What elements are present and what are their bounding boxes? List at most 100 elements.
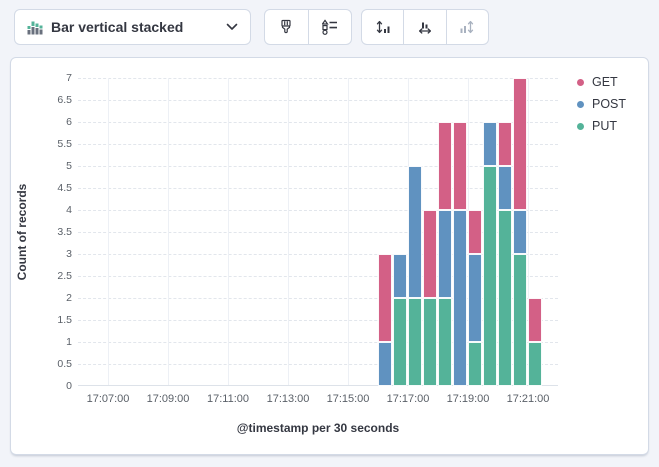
style-button-group: [264, 9, 352, 45]
legend-dot-get: [577, 78, 584, 86]
bar-segment-get-17:16:00[interactable]: [378, 254, 392, 342]
h-gridline: [78, 100, 558, 101]
left-axis-icon: [375, 19, 391, 35]
right-axis-icon: [459, 19, 475, 35]
bar-segment-get-17:19:00[interactable]: [468, 210, 482, 254]
h-gridline: [78, 166, 558, 167]
bar-segment-put-17:20:30[interactable]: [513, 254, 527, 386]
x-tick-label: 17:13:00: [266, 393, 310, 405]
h-gridline: [78, 276, 558, 277]
x-tick-label: 17:11:00: [206, 393, 249, 405]
bar-segment-get-17:17:30[interactable]: [423, 210, 437, 298]
y-tick-label: 6.5: [57, 94, 72, 106]
bar-segment-put-17:21:00[interactable]: [528, 342, 542, 386]
chart-type-label: Bar vertical stacked: [51, 19, 184, 35]
bar-segment-post-17:18:00[interactable]: [438, 210, 452, 298]
bottom-axis-icon: [417, 19, 433, 35]
chart-plot-area[interactable]: [78, 78, 558, 386]
legend-item-get[interactable]: GET: [577, 71, 626, 93]
x-tick-label: 17:17:00: [386, 393, 430, 405]
bar-segment-put-17:18:00[interactable]: [438, 298, 452, 386]
y-tick-label: 6: [66, 116, 72, 128]
bar-segment-get-17:18:30[interactable]: [453, 122, 467, 210]
bar-segment-get-17:21:00[interactable]: [528, 298, 542, 342]
visual-options-button[interactable]: [265, 10, 308, 44]
chart-toolbar: Bar vertical stacked: [0, 0, 659, 54]
v-gridline: [288, 78, 289, 386]
chart-type-selector[interactable]: Bar vertical stacked: [14, 9, 251, 45]
y-tick-label: 2: [66, 292, 72, 304]
y-axis-tick-labels: 0 0.5 1 1.5 2 2.5 3 3.5 4 4.5 5 5.5 6 6.5 7: [32, 0, 72, 467]
bar-segment-put-17:16:30[interactable]: [393, 298, 407, 386]
x-tick-label: 17:21:00: [506, 393, 550, 405]
bar-segment-put-17:19:00[interactable]: [468, 342, 482, 386]
bottom-axis-button[interactable]: [403, 10, 445, 44]
legend-item-put[interactable]: PUT: [577, 115, 626, 137]
x-tick-label: 17:19:00: [446, 393, 490, 405]
legend-label: GET: [592, 75, 618, 89]
bar-segment-post-17:20:00[interactable]: [498, 166, 512, 210]
x-axis-line: [78, 385, 558, 386]
x-axis-title: @timestamp per 30 seconds: [236, 421, 400, 435]
h-gridline: [78, 320, 558, 321]
bar-segment-put-17:17:00[interactable]: [408, 298, 422, 386]
h-gridline: [78, 144, 558, 145]
paintbrush-icon: [278, 19, 294, 35]
v-gridline: [528, 78, 529, 386]
legend-label: POST: [592, 97, 627, 111]
bar-segment-put-17:20:00[interactable]: [498, 210, 512, 386]
y-tick-label: 4.5: [57, 182, 72, 194]
legend-list-icon: [321, 19, 338, 35]
bar-segment-post-17:16:30[interactable]: [393, 254, 407, 298]
x-tick-label: 17:07:00: [86, 393, 130, 405]
h-gridline: [78, 188, 558, 189]
y-tick-label: 0: [66, 380, 72, 392]
v-gridline: [108, 78, 109, 386]
x-tick-label: 17:09:00: [146, 393, 190, 405]
h-gridline: [78, 364, 558, 365]
bar-segment-post-17:19:00[interactable]: [468, 254, 482, 342]
v-gridline: [348, 78, 349, 386]
x-tick-label: 17:15:00: [326, 393, 370, 405]
legend-dot-post: [577, 100, 584, 108]
y-tick-label: 0.5: [57, 358, 72, 370]
y-tick-label: 1: [66, 336, 72, 348]
bar-segment-post-17:18:30[interactable]: [453, 210, 467, 386]
chart-panel: [10, 57, 649, 455]
bar-vertical-stacked-icon: [27, 19, 43, 35]
h-gridline: [78, 254, 558, 255]
legend-item-post[interactable]: POST: [577, 93, 626, 115]
legend-settings-button[interactable]: [307, 10, 352, 44]
bar-segment-post-17:17:00[interactable]: [408, 166, 422, 298]
chart-legend: GET POST PUT: [577, 71, 626, 137]
v-gridline: [228, 78, 229, 386]
bar-segment-post-17:16:00[interactable]: [378, 342, 392, 386]
y-tick-label: 1.5: [57, 314, 72, 326]
legend-dot-put: [577, 122, 584, 130]
chevron-down-icon: [226, 23, 238, 31]
y-tick-label: 5: [66, 160, 72, 172]
v-gridline: [168, 78, 169, 386]
axis-button-group: [361, 9, 489, 45]
left-axis-button[interactable]: [362, 10, 403, 44]
h-gridline: [78, 298, 558, 299]
right-axis-button[interactable]: [445, 10, 488, 44]
y-tick-label: 7: [66, 72, 72, 84]
y-tick-label: 3.5: [57, 226, 72, 238]
y-tick-label: 3: [66, 248, 72, 260]
bar-segment-put-17:17:30[interactable]: [423, 298, 437, 386]
bar-segment-get-17:18:00[interactable]: [438, 122, 452, 210]
bar-segment-get-17:20:30[interactable]: [513, 78, 527, 210]
bar-segment-post-17:19:30[interactable]: [483, 122, 497, 166]
y-axis-title: Count of records: [15, 183, 29, 281]
h-gridline: [78, 78, 558, 79]
legend-label: PUT: [592, 119, 617, 133]
h-gridline: [78, 210, 558, 211]
bar-segment-get-17:20:00[interactable]: [498, 122, 512, 166]
h-gridline: [78, 342, 558, 343]
y-tick-label: 2.5: [57, 270, 72, 282]
bar-segment-put-17:19:30[interactable]: [483, 166, 497, 386]
bar-segment-post-17:20:30[interactable]: [513, 210, 527, 254]
h-gridline: [78, 232, 558, 233]
